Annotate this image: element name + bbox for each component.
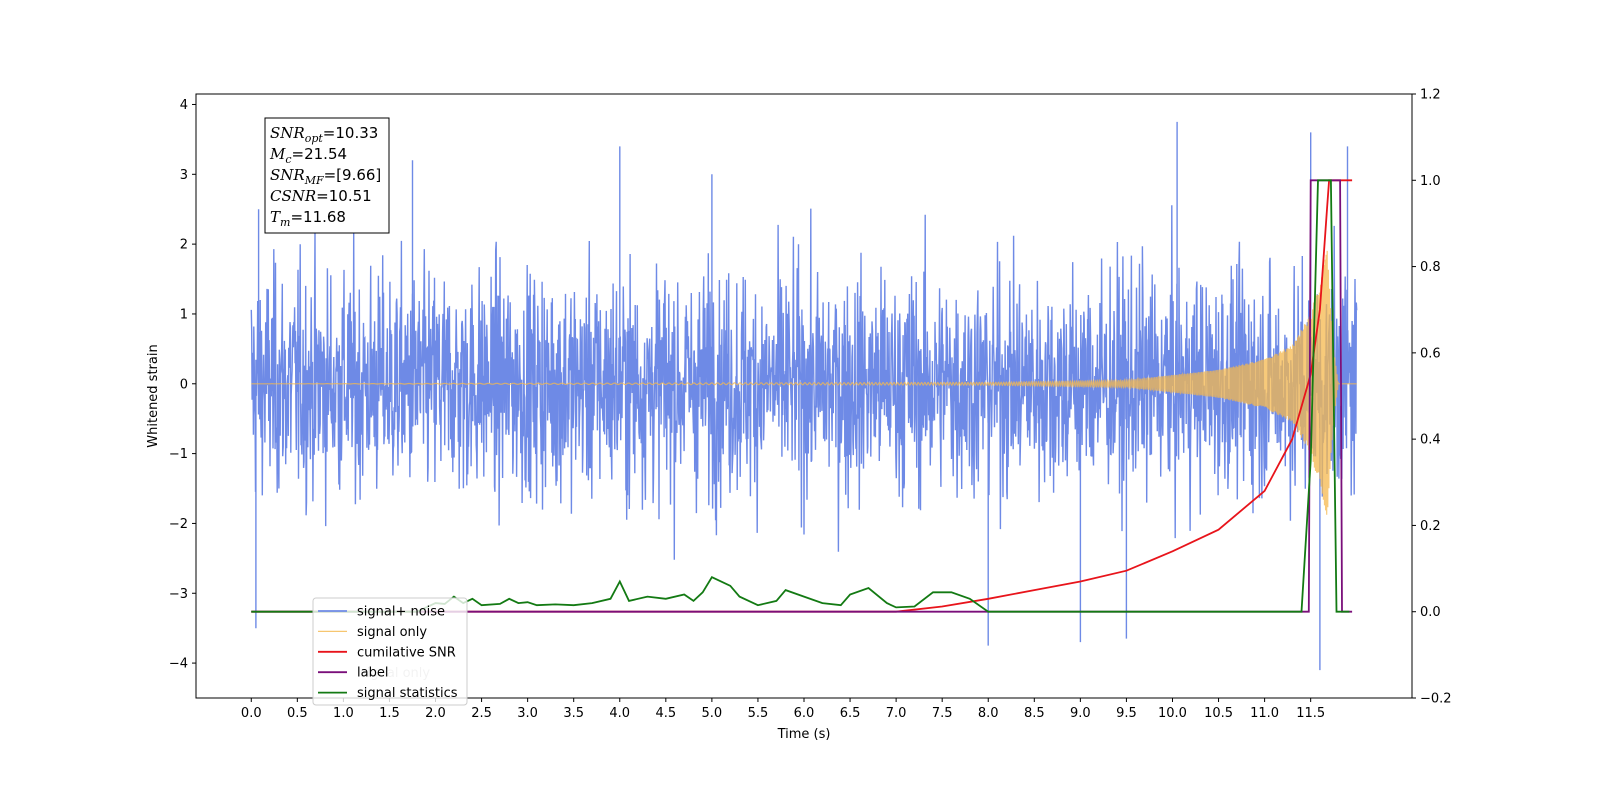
x-tick-label: 10.5 bbox=[1204, 706, 1233, 721]
x-tick-label: 5.0 bbox=[702, 706, 723, 721]
y-tick-label: 4 bbox=[180, 98, 188, 113]
x-tick-label: 10.0 bbox=[1158, 706, 1187, 721]
x-tick-label: 8.5 bbox=[1024, 706, 1045, 721]
y2-tick-label: 1.2 bbox=[1420, 88, 1441, 103]
series-layer bbox=[251, 179, 1357, 613]
y-tick-label: 3 bbox=[180, 168, 188, 183]
y-tick-label: 2 bbox=[180, 238, 188, 253]
x-tick-label: 2.5 bbox=[471, 706, 492, 721]
y2-tick-label: 0.8 bbox=[1420, 260, 1441, 275]
x-tick-label: 1.5 bbox=[379, 706, 400, 721]
y-tick-label: 1 bbox=[180, 307, 188, 322]
x-tick-label: 9.5 bbox=[1116, 706, 1137, 721]
annotation-box: SNRopt=10.33Mc=21.54SNRMF=[9.66]CSNR=10.… bbox=[264, 117, 390, 234]
x-tick-label: 4.5 bbox=[655, 706, 676, 721]
x-tick-label: 3.5 bbox=[563, 706, 584, 721]
y2-tick-label: −0.2 bbox=[1420, 692, 1452, 707]
x-axis: 0.0 0.5 1.0 1.5 2.0 2.5 3.0 3.5 4.0 4.5 5.0 5.5 6.0 6… bbox=[241, 698, 1325, 721]
legend-label: label bbox=[357, 666, 388, 681]
annotation-line: SNRopt=10.33 bbox=[270, 124, 378, 145]
series-line-signal-only bbox=[251, 250, 1357, 515]
legend-label: signal only bbox=[357, 625, 427, 640]
legend-label: cumilative SNR bbox=[357, 645, 456, 660]
x-axis-label: Time (s) bbox=[777, 727, 831, 742]
annotation-frame bbox=[264, 117, 390, 234]
y-axis-left: −4 −3 −2 −1 0 1 2 3 4 bbox=[169, 98, 196, 672]
series-line-signal-plus-noise bbox=[250, 121, 1358, 671]
annotation-line: CSNR=10.51 bbox=[270, 187, 372, 205]
x-tick-label: 6.5 bbox=[840, 706, 861, 721]
x-tick-label: 7.0 bbox=[886, 706, 907, 721]
y-tick-label: −4 bbox=[169, 657, 188, 672]
y2-tick-label: 0.4 bbox=[1420, 433, 1441, 448]
x-tick-label: 3.0 bbox=[517, 706, 538, 721]
series-line-signal-statistics bbox=[251, 179, 1350, 613]
series-line-cumulative-snr bbox=[251, 179, 1353, 613]
y-axis-right: −0.2 0.0 0.2 0.4 0.6 0.8 1.0 1.2 bbox=[1412, 88, 1452, 707]
y2-tick-label: 0.0 bbox=[1420, 605, 1441, 620]
x-tick-label: 9.0 bbox=[1070, 706, 1091, 721]
y-tick-label: −2 bbox=[169, 517, 188, 532]
x-tick-label: 1.0 bbox=[333, 706, 354, 721]
legend-label: signal statistics bbox=[357, 686, 458, 701]
x-tick-label: 6.0 bbox=[794, 706, 815, 721]
x-tick-label: 5.5 bbox=[748, 706, 769, 721]
annotation-line: Tm=11.68 bbox=[270, 208, 346, 229]
y-tick-label: −1 bbox=[169, 447, 188, 462]
legend-frame bbox=[312, 597, 468, 706]
x-tick-label: 11.0 bbox=[1250, 706, 1279, 721]
y-axis-label: Whitened strain bbox=[146, 344, 161, 447]
x-tick-label: 0.0 bbox=[241, 706, 262, 721]
y2-tick-label: 0.6 bbox=[1420, 346, 1441, 361]
x-tick-label: 8.0 bbox=[978, 706, 999, 721]
x-tick-label: 7.5 bbox=[932, 706, 953, 721]
y2-tick-label: 1.0 bbox=[1420, 174, 1441, 189]
y-tick-label: 0 bbox=[180, 377, 188, 392]
annotation-line: Mc=21.54 bbox=[269, 145, 347, 166]
annotation-line: SNRMF=[9.66] bbox=[270, 166, 381, 187]
x-tick-label: 4.0 bbox=[609, 706, 630, 721]
y2-tick-label: 0.2 bbox=[1420, 519, 1441, 534]
x-tick-label: 2.0 bbox=[425, 706, 446, 721]
noise-series-layer bbox=[250, 121, 1358, 671]
y-tick-label: −3 bbox=[169, 587, 188, 602]
x-tick-label: 11.5 bbox=[1296, 706, 1325, 721]
x-tick-label: 0.5 bbox=[287, 706, 308, 721]
legend-label: signal+ noise bbox=[357, 605, 445, 620]
